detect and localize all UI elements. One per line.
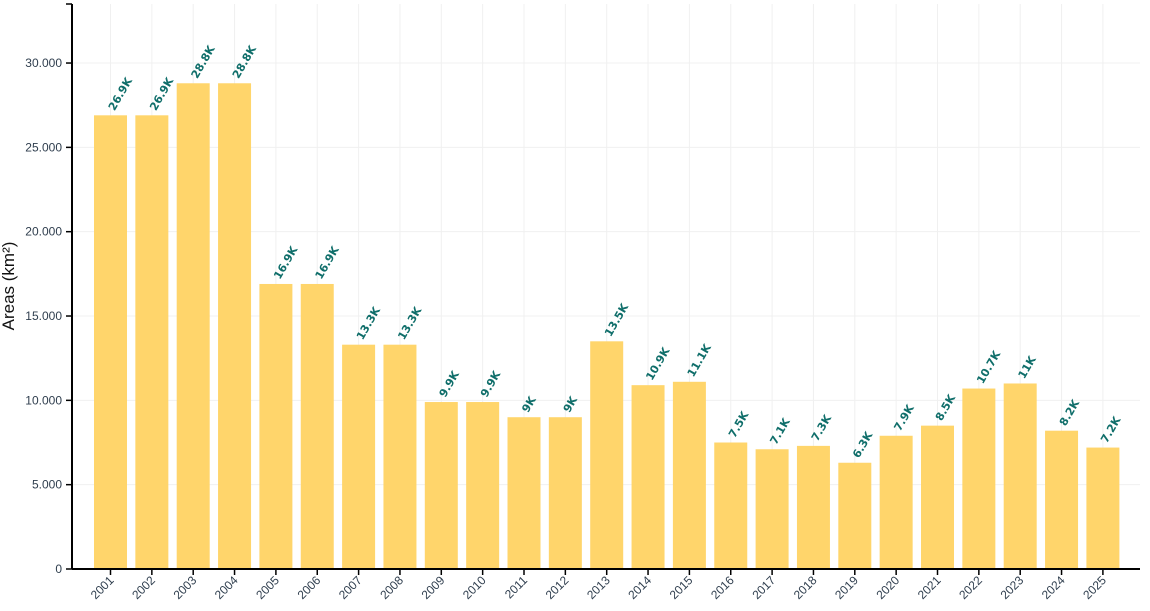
data-label-2010: 9.9K — [478, 368, 504, 399]
x-tick-label-2007: 2007 — [336, 573, 365, 602]
data-label-2016: 7.5K — [726, 409, 752, 440]
x-tick-label-2012: 2012 — [543, 573, 572, 602]
data-label-2012: 9K — [561, 394, 581, 415]
y-tick-label: 20.000 — [25, 225, 62, 239]
data-label-2018: 7.3K — [809, 412, 835, 443]
bar-2015 — [672, 381, 706, 569]
x-tick-label-2013: 2013 — [584, 573, 613, 602]
bar-2014 — [631, 385, 665, 569]
x-tick-label-2022: 2022 — [956, 573, 985, 602]
bar-2025 — [1086, 447, 1120, 569]
bars — [94, 83, 1120, 570]
data-label-2017: 7.1K — [767, 416, 793, 447]
data-label-2023: 11K — [1016, 353, 1039, 381]
data-label-2009: 9.9K — [437, 368, 463, 399]
y-tick-label: 5.000 — [32, 478, 62, 492]
bar-2002 — [135, 115, 169, 570]
x-tick-label-2008: 2008 — [377, 573, 406, 602]
bar-2001 — [94, 115, 127, 570]
bar-2005 — [259, 283, 293, 569]
x-tick-label-2016: 2016 — [708, 573, 737, 602]
bar-2024 — [1045, 430, 1079, 569]
x-tick-label-2002: 2002 — [129, 573, 158, 602]
x-tick-label-2005: 2005 — [253, 573, 282, 602]
bar-2018 — [796, 445, 830, 569]
x-tick-label-2020: 2020 — [873, 573, 902, 602]
data-label-2011: 9K — [519, 394, 539, 415]
bar-2011 — [507, 417, 541, 569]
bar-2016 — [714, 442, 748, 569]
x-tick-label-2011: 2011 — [502, 573, 530, 601]
bar-2012 — [548, 417, 582, 569]
bar-2008 — [383, 344, 417, 569]
y-tick-label: 25.000 — [25, 140, 62, 154]
bar-2009 — [424, 402, 458, 569]
bar-2022 — [962, 388, 996, 569]
x-tick-label-2010: 2010 — [460, 573, 489, 602]
bar-2013 — [590, 341, 624, 569]
y-tick-label: 15.000 — [25, 309, 62, 323]
data-label-2024: 8.2K — [1057, 397, 1083, 428]
y-tick-label: 10.000 — [25, 393, 62, 407]
y-tick-label: 0 — [55, 562, 62, 576]
data-label-2025: 7.2K — [1098, 414, 1124, 445]
bar-2021 — [921, 425, 954, 569]
x-tick-label-2009: 2009 — [419, 573, 448, 602]
data-label-2020: 7.9K — [891, 402, 917, 433]
bar-2004 — [218, 83, 252, 570]
x-tick-label-2014: 2014 — [625, 573, 654, 602]
x-tick-label-2001: 2001 — [88, 573, 117, 602]
data-label-2021: 8.5K — [933, 392, 959, 423]
y-axis-title: Areas (km²) — [0, 242, 18, 331]
x-tick-label-2025: 2025 — [1080, 573, 1109, 602]
bar-2010 — [466, 402, 500, 569]
bar-2019 — [838, 462, 872, 569]
y-tick-label: 30.000 — [25, 56, 62, 70]
bar-2003 — [176, 83, 210, 570]
data-label-2019: 6.3K — [850, 429, 876, 460]
x-tick-label-2024: 2024 — [1039, 573, 1068, 602]
x-tick-label-2018: 2018 — [791, 573, 820, 602]
bar-2023 — [1003, 383, 1037, 569]
bar-2006 — [300, 283, 334, 569]
x-tick-label-2017: 2017 — [749, 573, 778, 602]
x-tick-label-2003: 2003 — [171, 573, 200, 602]
x-tick-label-2015: 2015 — [667, 573, 696, 602]
x-tick-label-2004: 2004 — [212, 573, 241, 602]
bar-2017 — [755, 449, 789, 569]
x-tick-label-2019: 2019 — [832, 573, 861, 602]
x-tick-label-2021: 2021 — [915, 573, 944, 602]
bar-2020 — [879, 435, 913, 569]
x-tick-label-2023: 2023 — [998, 573, 1027, 602]
x-tick-label-2006: 2006 — [295, 573, 324, 602]
bar-2007 — [342, 344, 376, 569]
